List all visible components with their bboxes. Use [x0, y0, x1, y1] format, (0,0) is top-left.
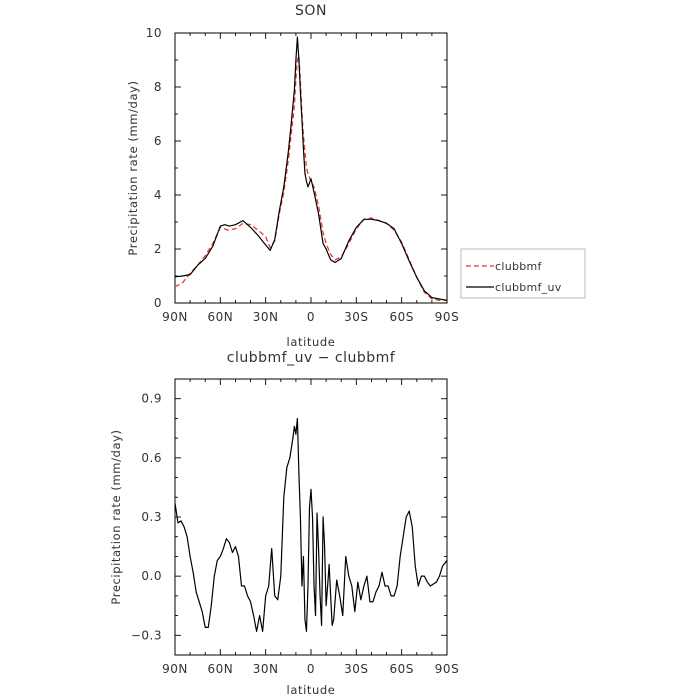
top-plot-frame: [174, 32, 448, 304]
bottom-x-tick-label: 30N: [253, 662, 279, 676]
top-y-tick-label: 8: [154, 80, 162, 94]
bottom-x-tick-label: 0: [307, 662, 315, 676]
top-y-tick-label: 6: [154, 134, 162, 148]
top-x-tick-label: 60S: [389, 310, 413, 324]
top-series-line-clubbmf: [174, 55, 447, 301]
top-y-tick-labels: 0 2 4 6 8 10: [146, 26, 162, 310]
top-x-tick-label: 30N: [253, 310, 279, 324]
bottom-y-tick-label: −0.3: [131, 628, 162, 642]
bottom-series-line-series-0: [174, 417, 448, 632]
bottom-x-tick-label: 30S: [344, 662, 368, 676]
bottom-y-axis-label: Precipitation rate (mm/day): [109, 429, 123, 604]
top-x-tick-label: 0: [307, 310, 315, 324]
bottom-x-tick-label: 90S: [435, 662, 459, 676]
bottom-x-tick-label: 90N: [162, 662, 188, 676]
top-x-tick-label: 90S: [435, 310, 459, 324]
top-y-axis-label: Precipitation rate (mm/day): [126, 80, 140, 255]
legend: clubbmf clubbmf_uv: [460, 248, 586, 299]
top-x-tick-labels: 90N 60N 30N 0 30S 60S 90S: [162, 310, 459, 324]
top-series-line-clubbmf-uv: [174, 36, 448, 301]
top-x-tick-label: 60N: [207, 310, 233, 324]
top-y-tick-label: 0: [154, 296, 162, 310]
top-y-tick-label: 10: [146, 26, 162, 40]
bottom-series-lines: [174, 417, 448, 632]
top-y-tick-label: 2: [154, 242, 162, 256]
bottom-x-tick-labels: 90N 60N 30N 0 30S 60S 90S: [162, 662, 459, 676]
bottom-ticks: [174, 378, 448, 656]
legend-label-clubbmf-uv: clubbmf_uv: [495, 281, 562, 294]
top-x-axis-label: latitude: [287, 335, 336, 349]
bottom-y-tick-label: 0.3: [141, 510, 162, 524]
bottom-panel: clubbmf_uv − clubbmf 90N 60N 30N 0 30S 60S 90S…: [109, 350, 459, 697]
bottom-x-tick-label: 60N: [207, 662, 233, 676]
bottom-panel-title: clubbmf_uv − clubbmf: [227, 350, 396, 366]
bottom-x-tick-label: 60S: [389, 662, 413, 676]
top-panel-title: SON: [295, 3, 327, 19]
top-x-tick-label: 90N: [162, 310, 188, 324]
bottom-y-tick-labels: −0.3 0.0 0.3 0.6 0.9: [131, 392, 162, 643]
top-x-tick-label: 30S: [344, 310, 368, 324]
top-y-tick-label: 4: [154, 188, 162, 202]
top-panel: SON 90N 60N 30N 0 30S 60S 90S 0 2 4 6 8 10 latitude…: [126, 3, 459, 349]
bottom-y-tick-label: 0.0: [141, 569, 162, 583]
top-ticks: [174, 32, 448, 304]
legend-label-clubbmf: clubbmf: [495, 260, 543, 273]
top-series-lines: [174, 36, 448, 301]
bottom-y-tick-label: 0.6: [141, 451, 162, 465]
bottom-x-axis-label: latitude: [287, 683, 336, 697]
bottom-y-tick-label: 0.9: [141, 392, 162, 406]
legend-box: [460, 248, 586, 299]
